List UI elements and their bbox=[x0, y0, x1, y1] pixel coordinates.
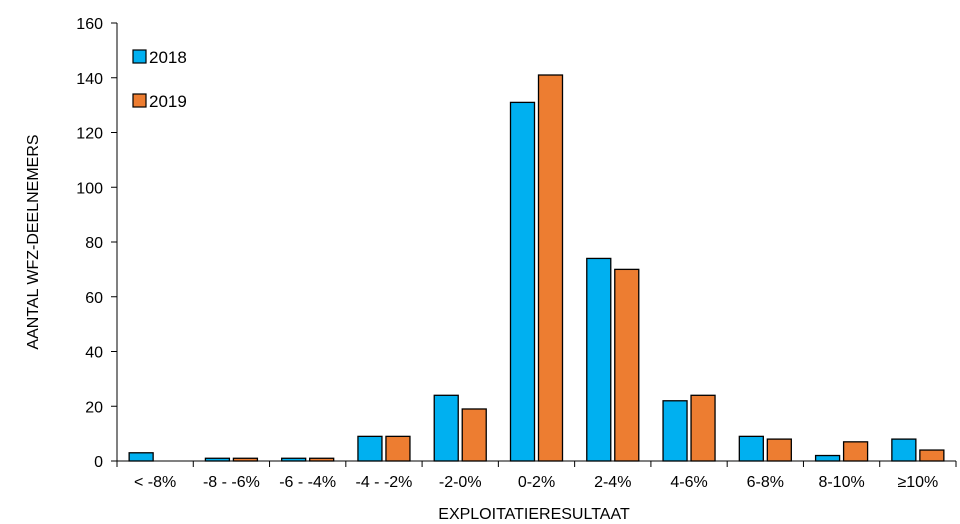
y-tick-label: 60 bbox=[85, 290, 103, 307]
bar-2019-10 bbox=[919, 449, 945, 462]
legend-swatch-2019 bbox=[132, 93, 147, 108]
bar-2019-3 bbox=[385, 435, 411, 462]
x-tick-label: -2-0% bbox=[439, 474, 482, 491]
x-tick-label: -8 - -6% bbox=[203, 474, 260, 491]
x-axis-title: EXPLOITATIERESULTAAT bbox=[438, 506, 630, 523]
x-tick-label: < -8% bbox=[134, 474, 176, 491]
bars bbox=[128, 74, 945, 462]
bar-2018-8 bbox=[738, 435, 764, 462]
y-tick-label: 120 bbox=[76, 126, 103, 143]
x-tick-label: -6 - -4% bbox=[279, 474, 336, 491]
legend-label-2019: 2019 bbox=[149, 92, 187, 111]
bar-2019-5 bbox=[537, 74, 564, 462]
bar-2018-4 bbox=[433, 394, 459, 462]
x-tick-label: 4-6% bbox=[670, 474, 707, 491]
bar-2018-1 bbox=[204, 457, 231, 462]
bar-2018-10 bbox=[891, 438, 917, 462]
bar-2019-6 bbox=[614, 268, 640, 462]
x-tick-label: ≥10% bbox=[897, 474, 938, 491]
bar-2018-7 bbox=[662, 400, 688, 462]
bar-2018-5 bbox=[509, 101, 536, 462]
y-tick-label: 80 bbox=[85, 235, 103, 252]
y-tick-label: 0 bbox=[94, 454, 103, 471]
y-tick-label: 40 bbox=[85, 345, 103, 362]
legend-label-2018: 2018 bbox=[149, 48, 187, 67]
axes: 0 20 40 60 80 100 120 140 160 < -8% -8 - -6% -6 - -… bbox=[76, 16, 957, 491]
y-tick-label: 160 bbox=[76, 16, 103, 33]
bar-2019-7 bbox=[690, 394, 716, 462]
bar-2019-8 bbox=[766, 438, 792, 462]
y-tick-label: 20 bbox=[85, 399, 103, 416]
bar-2018-3 bbox=[357, 435, 383, 462]
bar-2019-1 bbox=[232, 457, 259, 462]
bar-2019-9 bbox=[842, 441, 869, 462]
bar-2018-6 bbox=[586, 257, 612, 462]
bar-2019-2 bbox=[309, 457, 335, 462]
bar-2019-4 bbox=[461, 408, 487, 462]
bar-2018-9 bbox=[814, 454, 841, 462]
x-tick-label: 8-10% bbox=[818, 474, 864, 491]
legend-swatch-2018 bbox=[132, 49, 147, 64]
bar-2018-0 bbox=[128, 452, 154, 462]
bar-2018-2 bbox=[281, 457, 307, 462]
x-tick-label: 6-8% bbox=[747, 474, 784, 491]
y-tick-label: 100 bbox=[76, 180, 103, 197]
x-tick-label: -4 - -2% bbox=[356, 474, 413, 491]
x-tick-label: 2-4% bbox=[594, 474, 631, 491]
legend: 2018 2019 bbox=[132, 48, 187, 111]
x-tick-label: 0-2% bbox=[518, 474, 555, 491]
y-tick-label: 140 bbox=[76, 71, 103, 88]
y-axis-title: AANTAL WFZ-DEELNEMERS bbox=[25, 134, 42, 349]
